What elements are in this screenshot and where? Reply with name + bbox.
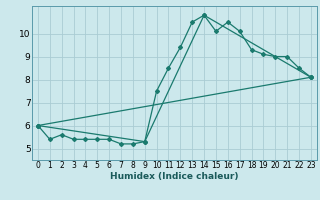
X-axis label: Humidex (Indice chaleur): Humidex (Indice chaleur) (110, 172, 239, 181)
